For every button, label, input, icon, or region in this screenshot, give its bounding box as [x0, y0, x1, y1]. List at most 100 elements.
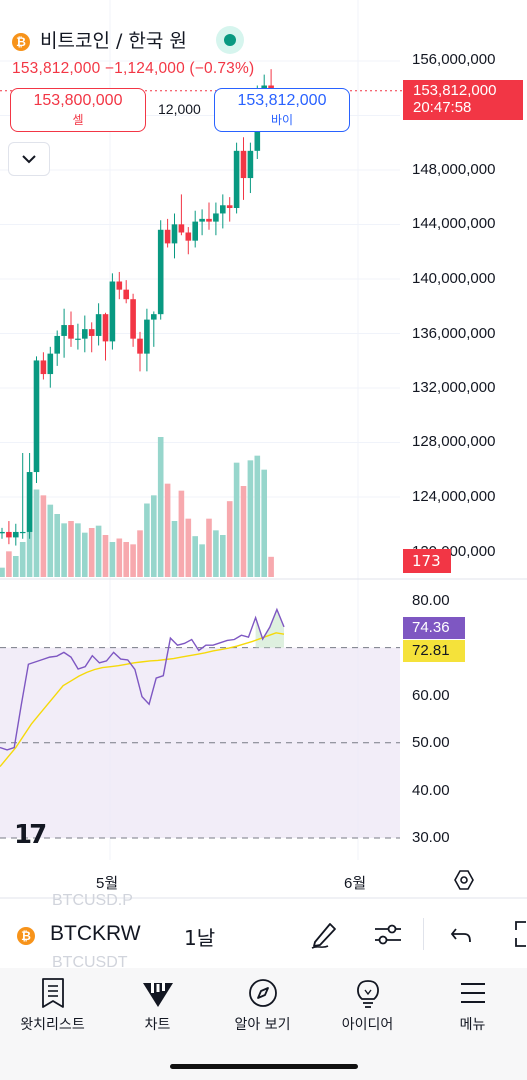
candle-body: [40, 360, 47, 375]
symbol-suggestion[interactable]: BTCUSDT: [52, 954, 128, 971]
candle-body: [61, 325, 67, 336]
candle-body: [68, 325, 74, 339]
volume-bars: [0, 437, 274, 577]
candle-body: [206, 218, 212, 222]
volume-bar: [19, 542, 26, 577]
volume-bar: [68, 521, 74, 577]
candle-body: [199, 218, 205, 222]
rsi-axis-label: 30.00: [412, 829, 450, 846]
chart-icon: [105, 976, 210, 1010]
price-axis-label: 156,000,000: [412, 51, 496, 68]
undo-icon[interactable]: [448, 918, 476, 954]
buy-button[interactable]: 153,812,000 바이: [214, 88, 350, 132]
candle-body: [130, 299, 136, 339]
volume-bar: [33, 489, 40, 577]
candle-body: [240, 150, 247, 179]
symbol-suggestion[interactable]: BTCUSD.P: [52, 892, 133, 909]
time-axis-label: 5월: [96, 875, 119, 892]
price-axis-label: 128,000,000: [412, 433, 496, 450]
volume-bar: [254, 455, 261, 577]
candle-body: [137, 338, 143, 354]
rsi-line: [0, 607, 285, 751]
volume-bar: [213, 530, 219, 577]
candle-body: [213, 213, 219, 222]
rsi-ma-value-tag: 72.81: [403, 640, 465, 662]
market-open-status-icon[interactable]: [216, 26, 244, 54]
candle-body: [116, 281, 123, 290]
drawing-pen-icon[interactable]: [308, 918, 340, 954]
tab-ideas[interactable]: 아이디어: [315, 976, 420, 1034]
volume-bar: [40, 495, 47, 577]
tab-watchlist[interactable]: 왓치리스트: [0, 976, 105, 1034]
volume-bar: [137, 530, 143, 577]
indicator-settings-icon[interactable]: [372, 918, 404, 954]
symbol-button[interactable]: BTCKRW: [50, 922, 141, 945]
candle-body: [75, 338, 81, 340]
candle-body: [26, 472, 33, 532]
watchlist-icon: [0, 976, 105, 1010]
volume-bar: [13, 556, 19, 577]
candles: [0, 69, 274, 546]
volume-bar: [151, 495, 157, 577]
candle-body: [54, 335, 60, 354]
candle-body: [157, 229, 164, 315]
price-change: 153,812,000 −1,124,000 (−0.73%): [12, 60, 255, 77]
volume-bar: [185, 518, 192, 577]
candle-body: [171, 224, 178, 244]
candle-body: [19, 531, 26, 534]
tab-label: 알아 보기: [234, 1017, 291, 1033]
volume-bar: [130, 544, 136, 577]
volume-bar: [226, 501, 233, 577]
sell-label: 셀: [72, 113, 84, 127]
volume-bar: [6, 551, 12, 577]
chart-settings-icon[interactable]: [452, 868, 476, 896]
volume-bar: [109, 542, 116, 577]
sell-price: 153,800,000: [33, 92, 123, 109]
price-axis-label: 136,000,000: [412, 325, 496, 342]
candle-body: [88, 329, 95, 336]
candle-body: [178, 224, 185, 233]
time-axis-label: 6월: [344, 875, 367, 892]
candle-body: [164, 229, 171, 244]
candle-body: [33, 360, 40, 473]
rsi-overbought-fill: [255, 609, 284, 648]
interval-button[interactable]: 1날: [184, 926, 216, 950]
candle-body: [95, 314, 102, 336]
volume-bar: [54, 514, 60, 577]
chevron-down-icon: [22, 155, 36, 164]
price-axis-label: 148,000,000: [412, 161, 496, 178]
volume-bar: [0, 567, 5, 577]
rsi-axis-label: 80.00: [412, 592, 450, 609]
spread-value: 12,000: [158, 101, 201, 117]
rsi-pane: [0, 607, 400, 839]
candle-body: [47, 353, 54, 375]
symbol-title[interactable]: 비트코인 / 한국 원: [40, 30, 187, 52]
tab-label: 차트: [144, 1017, 171, 1033]
sell-button[interactable]: 153,800,000 셀: [10, 88, 146, 132]
volume-bar: [233, 462, 240, 577]
price-axis-label: 124,000,000: [412, 488, 496, 505]
chart-canvas[interactable]: [0, 0, 527, 900]
tab-menu[interactable]: 메뉴: [420, 976, 525, 1034]
tab-label: 메뉴: [459, 1017, 486, 1033]
candle-body: [102, 314, 109, 342]
price-axis-label: 144,000,000: [412, 215, 496, 232]
volume-bar: [88, 528, 95, 577]
volume-bar: [102, 535, 109, 577]
current-price-tag: 153,812,000 20:47:58: [403, 80, 523, 120]
lightbulb-icon: [315, 976, 420, 1010]
tab-explore[interactable]: 알아 보기: [210, 976, 315, 1034]
volume-value-tag: 173: [403, 549, 451, 573]
tab-label: 아이디어: [341, 1017, 394, 1033]
fullscreen-icon[interactable]: [510, 918, 527, 954]
candle-body: [220, 205, 226, 214]
rsi-axis-label: 40.00: [412, 782, 450, 799]
tradingview-logo[interactable]: 17: [14, 820, 47, 850]
tab-chart[interactable]: 차트: [105, 976, 210, 1034]
collapse-button[interactable]: [8, 142, 50, 176]
bitcoin-icon: ₿: [17, 927, 35, 945]
volume-bar: [47, 504, 54, 577]
candle-body: [151, 314, 157, 320]
toolbar-divider: [423, 918, 424, 950]
rsi-ma-line: [0, 632, 285, 768]
